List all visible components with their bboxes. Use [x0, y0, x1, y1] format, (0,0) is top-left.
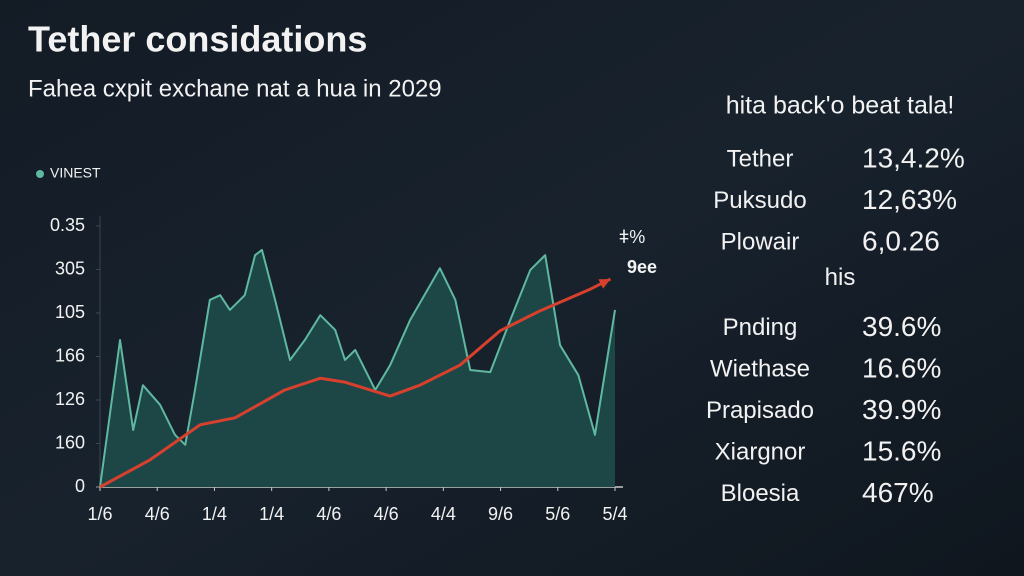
y-tick-label: 105: [55, 302, 85, 322]
x-tick-label: 4/6: [145, 504, 170, 524]
row-value: 467%: [862, 477, 934, 508]
row-value: 13,4.2%: [862, 142, 965, 173]
row-value: 6,0.26: [862, 225, 940, 256]
row-label: Puksudo: [713, 187, 806, 214]
title: Tether considations: [28, 19, 367, 60]
y-tick-label: 160: [55, 432, 85, 452]
x-tick-label: 5/6: [545, 504, 570, 524]
plot: 0 160 126 166 105 305 0.35 1/6 4/6 1/4 1/4 4/6 4/6 4/…: [36, 165, 657, 524]
x-tick-label: 9/6: [488, 504, 513, 524]
group-title: his: [825, 264, 856, 291]
row-value: 16.6%: [862, 352, 941, 383]
legend-swatch: [36, 170, 44, 178]
row-label: Xiargnor: [715, 438, 806, 465]
row-label: Tether: [727, 145, 794, 172]
arrow-head: [598, 279, 611, 289]
row-label: Plowair: [721, 228, 800, 255]
y-tick-label: 0: [75, 476, 85, 496]
y-tick-label: 0.35: [50, 215, 85, 235]
y-tick-label: 305: [55, 258, 85, 278]
area-outline: [99, 248, 616, 488]
x-tick-label: 4/6: [374, 504, 399, 524]
y-tick-label: 126: [55, 389, 85, 409]
row-value: 39.6%: [862, 311, 941, 342]
x-tick-label: 1/4: [202, 504, 227, 524]
annotation: 9ee: [627, 257, 657, 277]
panel-heading: hita back'o beat tala!: [726, 92, 955, 120]
row-value: 39.9%: [862, 394, 941, 425]
x-tick-label: 4/4: [431, 504, 456, 524]
row-value: 15.6%: [862, 435, 941, 466]
row-label: Prapisado: [706, 397, 814, 424]
subtitle: Fahea cxpit exchane nat a hua in 2029: [28, 75, 442, 102]
annotation: ǂ%: [619, 227, 646, 247]
row-label: Pnding: [723, 314, 798, 341]
row-label: Wiethase: [710, 355, 810, 382]
row-label: Bloesia: [721, 480, 800, 507]
legend-label: VINEST: [50, 165, 101, 181]
trend-line: [99, 277, 612, 489]
x-tick-label: 4/6: [316, 504, 341, 524]
x-tick-label: 5/4: [602, 504, 627, 524]
side-panel: hita back'o beat tala! Tether 13,4.2% Puksu…: [706, 92, 965, 508]
row-value: 12,63%: [862, 184, 957, 215]
y-tick-label: 166: [55, 345, 85, 365]
x-tick-label: 1/6: [87, 504, 112, 524]
x-tick-label: 1/4: [259, 504, 284, 524]
